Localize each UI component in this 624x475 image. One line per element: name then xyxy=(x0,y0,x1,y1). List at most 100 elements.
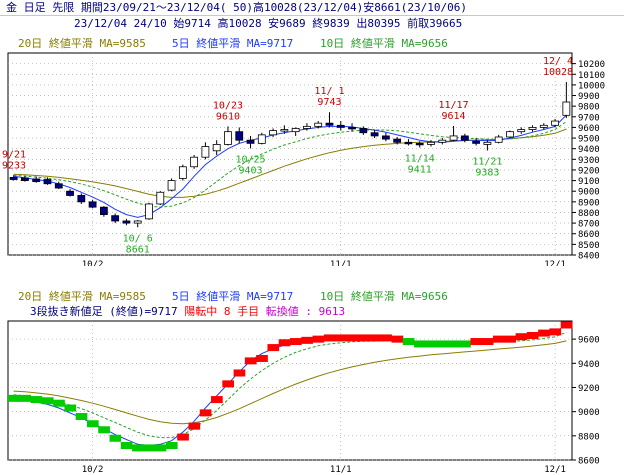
candle-up xyxy=(551,120,559,126)
peak-value-label: 9610 xyxy=(216,111,240,122)
candle-up xyxy=(427,141,435,145)
peak-value-label: 9233 xyxy=(2,160,26,171)
ma5-line xyxy=(13,114,567,218)
candle-up xyxy=(438,139,447,143)
candle-up xyxy=(167,180,176,191)
peak-date-label: 10/23 xyxy=(213,100,243,111)
brick-up xyxy=(391,335,404,343)
candle-down xyxy=(21,177,29,181)
brick-down xyxy=(98,426,110,434)
kagi-info-line: 3段抜き新値足 (終値)=9717 陽転中 8 手目 転換値 : 9613 xyxy=(30,304,345,318)
brick-down xyxy=(447,340,460,348)
brick-up xyxy=(211,396,223,404)
kagi-chart: 20日 終値平滑 MA=9585 5日 終値平滑 MA=9717 10日 終値平滑 … xyxy=(7,289,600,475)
candle-up xyxy=(212,144,221,152)
brick-down xyxy=(30,396,43,404)
candle-up xyxy=(449,135,458,141)
y-tick-label: 8800 xyxy=(578,209,600,219)
candle-down xyxy=(88,201,97,208)
peak-value-label: 9614 xyxy=(442,111,466,122)
candle-up xyxy=(257,134,266,144)
brick-up xyxy=(560,321,573,329)
brick-down xyxy=(75,412,88,420)
candle-down xyxy=(122,220,131,224)
brick-down xyxy=(143,444,156,452)
brick-up xyxy=(301,336,313,344)
candle-down xyxy=(393,138,402,143)
brick-up xyxy=(199,409,212,417)
y-tick-label: 9200 xyxy=(578,384,600,394)
y-tick-label: 9900 xyxy=(578,92,600,102)
trough-value-label: 8661 xyxy=(126,244,150,255)
brick-up xyxy=(335,334,347,342)
candle-down xyxy=(99,206,108,216)
candle-up xyxy=(528,127,537,130)
y-tick-label: 9600 xyxy=(578,124,600,134)
candle-up xyxy=(562,101,571,116)
kagi-info-part: 8 手目 xyxy=(217,304,259,318)
y-tick-label: 9800 xyxy=(578,103,600,113)
brick-up xyxy=(380,334,392,342)
candle-down xyxy=(111,215,120,222)
summary-line-1: 金 日足 先限 期間23/09/21～23/12/04( 50)高10028(2… xyxy=(0,0,624,16)
candle-down xyxy=(77,195,86,203)
y-tick-label: 9000 xyxy=(578,188,600,198)
x-tick-label: 10/2 xyxy=(82,465,104,475)
candle-down xyxy=(381,135,390,140)
brick-up xyxy=(244,357,257,365)
brick-down xyxy=(154,444,167,452)
candle-up xyxy=(269,130,277,136)
plot-frame xyxy=(7,320,573,461)
ma10-line xyxy=(13,121,567,208)
brick-down xyxy=(459,340,471,348)
candle-down xyxy=(415,142,424,146)
x-tick-label: 12/1 xyxy=(544,260,566,266)
brick-up xyxy=(470,338,483,346)
brick-up xyxy=(233,369,246,377)
candle-up xyxy=(517,129,526,133)
kagi-info-part: 3段抜き新値足 (終値)=9717 xyxy=(30,304,178,318)
candle-down xyxy=(472,140,481,144)
legend-entry: 10日 終値平滑 MA=9656 xyxy=(320,36,448,50)
candle-down xyxy=(348,127,356,130)
x-tick-label: 10/2 xyxy=(82,260,104,266)
x-tick-label: 11/1 xyxy=(330,260,352,266)
y-tick-label: 9400 xyxy=(578,145,600,155)
y-tick-label: 8600 xyxy=(578,230,600,240)
peak-date-label: 11/17 xyxy=(439,100,469,111)
brick-down xyxy=(414,340,426,348)
y-tick-label: 10100 xyxy=(578,71,605,81)
plot-frame xyxy=(7,52,573,256)
candle-up xyxy=(539,124,548,128)
candle-down xyxy=(370,132,379,137)
kagi-info-part: 陽転中 xyxy=(178,305,218,318)
y-tick-label: 9200 xyxy=(578,166,600,176)
brick-down xyxy=(436,340,449,348)
x-tick-label: 11/1 xyxy=(330,465,352,475)
y-tick-label: 8600 xyxy=(578,457,600,467)
y-tick-label: 8500 xyxy=(578,241,600,251)
peak-date-label: 12/ 4 xyxy=(543,56,573,67)
candle-up xyxy=(224,131,232,145)
y-tick-label: 10200 xyxy=(578,60,605,70)
kagi-info-part: 転換値 : 9613 xyxy=(259,305,345,318)
candle-down xyxy=(359,128,368,134)
brick-up xyxy=(188,422,201,430)
brick-up xyxy=(278,339,291,347)
y-tick-label: 9000 xyxy=(578,408,600,418)
candle-up xyxy=(494,136,503,143)
y-tick-label: 8900 xyxy=(578,198,600,208)
candle-up xyxy=(291,128,300,133)
brick-up xyxy=(526,332,539,340)
candle-down xyxy=(235,131,244,141)
brick-up xyxy=(549,328,562,336)
y-tick-label: 8800 xyxy=(578,432,600,442)
trough-date-label: 10/25 xyxy=(235,154,265,165)
brick-down xyxy=(41,397,54,405)
y-tick-label: 9600 xyxy=(578,336,600,346)
x-tick-label: 12/1 xyxy=(544,465,566,475)
y-tick-label: 8700 xyxy=(578,220,600,230)
peak-date-label: 9/21 xyxy=(2,149,26,160)
brick-down xyxy=(402,338,415,346)
candle-down xyxy=(9,176,18,180)
